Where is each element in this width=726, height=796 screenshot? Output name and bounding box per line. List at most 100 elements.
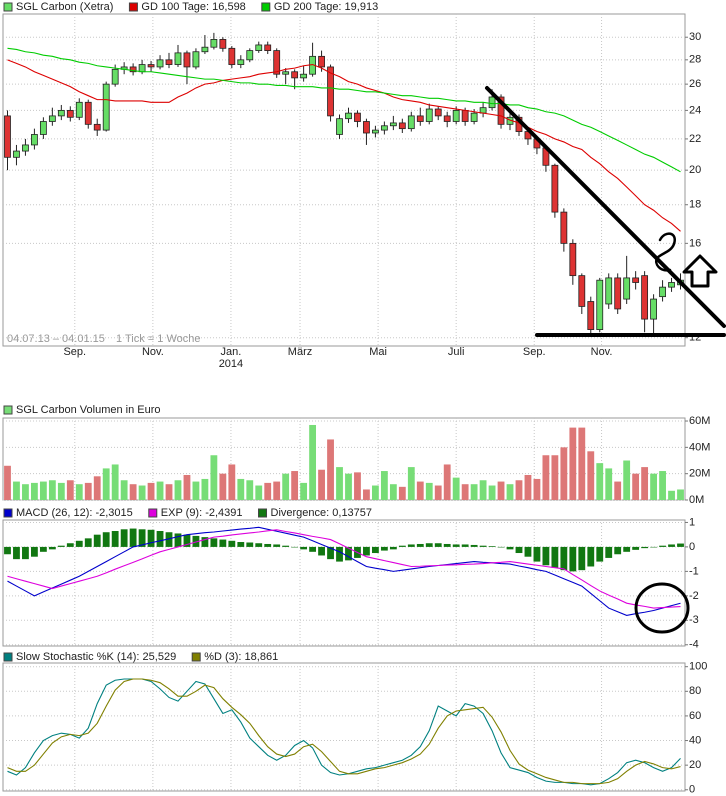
bar: [192, 481, 200, 500]
trend-line-drawing: [485, 86, 726, 328]
bar: [524, 546, 532, 557]
bar: [13, 546, 20, 560]
bar: [13, 481, 20, 500]
y-tick-label: 0: [689, 541, 695, 553]
bar: [407, 467, 415, 500]
y-tick-label: 16: [689, 237, 701, 249]
bar: [264, 543, 272, 547]
bar: [416, 543, 424, 547]
series-line: [7, 59, 681, 232]
x-year-label: 2014: [219, 358, 243, 370]
candle-body: [246, 50, 254, 61]
candle-body: [219, 39, 227, 49]
bar: [632, 473, 640, 500]
candle-body: [363, 121, 370, 134]
candle-body: [13, 150, 20, 158]
bar: [93, 476, 101, 500]
bar: [569, 427, 577, 500]
bar: [614, 546, 622, 555]
candle-body: [443, 115, 451, 122]
y-tick-label: -4: [689, 639, 699, 651]
legend-swatch: [148, 508, 158, 518]
bar: [470, 484, 478, 500]
bar: [551, 546, 559, 568]
y-tick-label: 0M: [689, 494, 704, 506]
y-tick-label: 20: [689, 164, 701, 176]
bar: [210, 538, 218, 547]
bar: [237, 542, 245, 547]
x-tick-label: Sep.: [523, 346, 546, 358]
bar: [291, 546, 299, 548]
candle-body: [587, 301, 595, 330]
bar: [120, 529, 128, 547]
bar: [587, 546, 595, 567]
bar: [84, 482, 92, 500]
x-tick-label: Sep.: [63, 346, 86, 358]
bar: [336, 467, 343, 500]
bar: [183, 474, 191, 500]
bar: [479, 480, 487, 500]
bar: [389, 546, 397, 550]
candle-body: [264, 44, 272, 51]
bar: [309, 424, 317, 500]
bar: [345, 473, 352, 500]
legend-label: MACD (26, 12): -2,3015: [16, 507, 133, 519]
grid-layer: [3, 14, 688, 791]
bar: [578, 427, 586, 500]
candle-body: [416, 115, 424, 122]
candle-body: [578, 275, 586, 307]
bar: [677, 543, 684, 547]
bar: [327, 546, 334, 560]
y-tick-label: 18: [689, 199, 701, 211]
bar: [264, 482, 272, 500]
y-tick-label: 40M: [689, 441, 710, 453]
bar: [596, 546, 604, 562]
bar: [443, 464, 451, 500]
circle-drawing: [634, 582, 690, 634]
bar: [111, 531, 119, 547]
y-tick-label: 20: [689, 759, 701, 771]
candle-body: [569, 242, 577, 277]
y-tick-label: -2: [689, 590, 699, 602]
bar: [659, 471, 666, 500]
series-line: [7, 47, 681, 173]
candle-body: [336, 118, 343, 135]
bar: [336, 546, 343, 562]
y-tick-label: -3: [689, 614, 699, 626]
bar: [677, 489, 684, 500]
candle-body: [659, 286, 666, 298]
candle-body: [380, 125, 388, 131]
bar: [461, 544, 469, 547]
legend-swatch: [128, 2, 138, 12]
bar: [57, 482, 65, 500]
bar: [219, 473, 227, 500]
bar: [309, 546, 317, 552]
candle-body: [255, 44, 263, 51]
legend-label: Slow Stochastic %K (14): 25,529: [16, 651, 176, 663]
bar: [515, 546, 523, 554]
bar: [102, 468, 110, 500]
candle-body: [93, 123, 101, 131]
bar: [542, 546, 550, 566]
candle-body: [22, 144, 29, 152]
bar: [147, 482, 155, 500]
y-tick-label: 22: [689, 133, 701, 145]
bar: [48, 480, 56, 500]
bar: [425, 482, 433, 500]
bar: [650, 473, 658, 500]
candle-body: [129, 66, 137, 73]
bar: [102, 532, 110, 547]
candle-body: [102, 83, 110, 131]
bar: [659, 545, 666, 547]
candle-body: [389, 122, 397, 127]
legend-label: GD 100 Tage: 16,598: [141, 1, 245, 13]
bar: [371, 485, 379, 500]
bar: [147, 529, 155, 547]
candle-body: [551, 164, 559, 213]
bar: [156, 531, 164, 547]
bar: [434, 485, 442, 500]
bar: [30, 482, 38, 500]
candle-body: [452, 109, 460, 122]
bar: [48, 546, 56, 550]
